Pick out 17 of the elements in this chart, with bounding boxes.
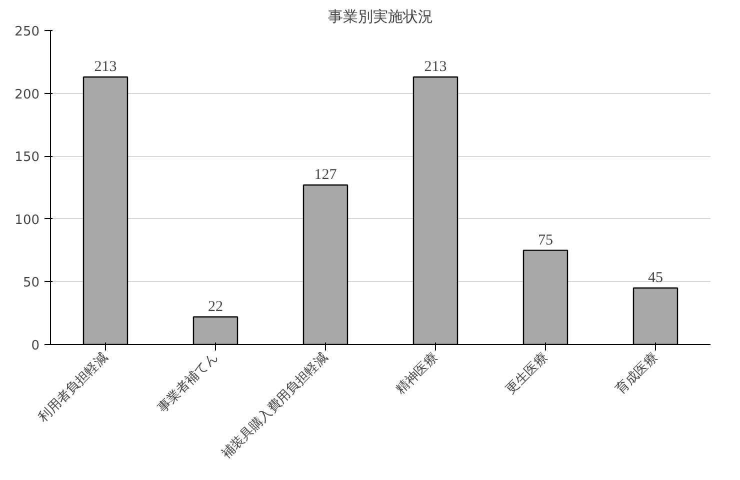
- data-label: 213: [94, 58, 117, 75]
- data-label: 22: [208, 298, 223, 315]
- data-label: 213: [424, 58, 447, 75]
- y-tick-label: 250: [14, 24, 40, 40]
- data-label: 127: [314, 166, 338, 183]
- y-tick-label: 200: [14, 87, 40, 102]
- x-tick-label: 育成医療: [612, 349, 661, 398]
- y-tick-label: 50: [22, 276, 40, 291]
- x-tick-label: 更生医療: [503, 350, 551, 398]
- data-label: 45: [648, 270, 663, 286]
- chart-title: 事業別実施状況: [328, 8, 433, 26]
- y-tick-label: 150: [14, 150, 40, 166]
- data-label: 75: [538, 232, 553, 248]
- x-tick-label: 補装具購入費用負担軽減: [219, 350, 331, 462]
- x-tick-label: 事業者補てん: [155, 350, 221, 416]
- x-tick-label: 精神医療: [393, 350, 441, 398]
- y-tick-label: 100: [14, 212, 40, 228]
